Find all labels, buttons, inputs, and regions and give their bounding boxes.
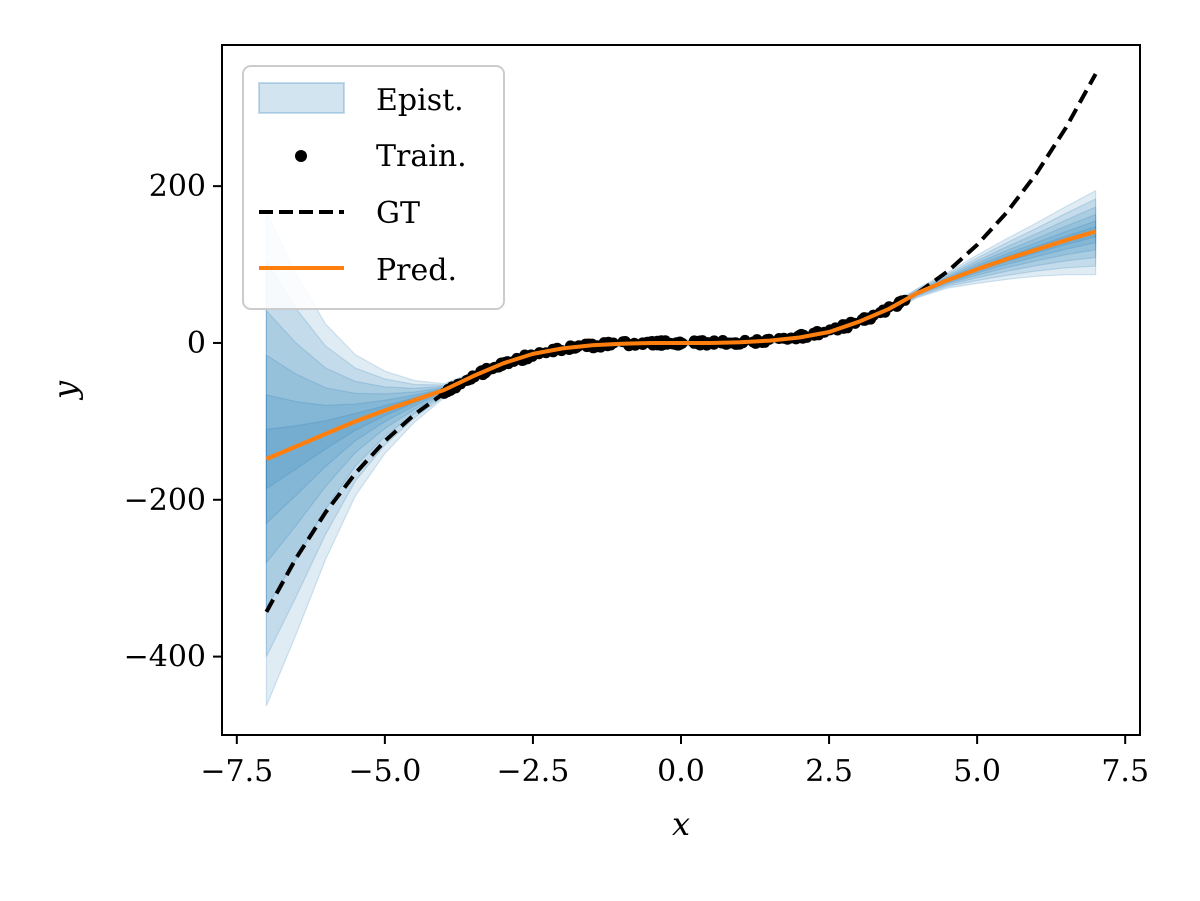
x-axis: −7.5 −5.0 −2.5 0.0 2.5 5.0 7.5 <box>200 735 1149 789</box>
x-tick-label: 5.0 <box>953 754 1001 789</box>
legend-train-marker <box>295 150 307 162</box>
x-tick-label: −7.5 <box>200 754 273 789</box>
y-axis-label: y <box>46 380 84 401</box>
x-tick-label: 2.5 <box>805 754 853 789</box>
legend: Epist. Train. GT Pred. <box>242 65 505 310</box>
x-axis-label: x <box>672 805 690 843</box>
y-tick-label: −200 <box>124 483 206 518</box>
legend-box <box>242 65 505 310</box>
y-tick-label: 0 <box>187 326 206 361</box>
x-tick-label: −2.5 <box>497 754 570 789</box>
y-axis: −400 −200 0 200 <box>124 169 222 675</box>
legend-label-pred: Pred. <box>376 253 457 288</box>
y-tick-label: −400 <box>124 640 206 675</box>
legend-label-gt: GT <box>376 196 420 231</box>
x-tick-label: −5.0 <box>348 754 421 789</box>
legend-epist-swatch <box>258 82 345 114</box>
series-line-pred-overlay <box>265 229 1097 461</box>
x-tick-label: 0.0 <box>657 754 705 789</box>
legend-label-train: Train. <box>376 139 467 174</box>
legend-label-epist: Epist. <box>376 83 464 118</box>
train-points-layer <box>265 229 1097 461</box>
x-tick-label: 7.5 <box>1101 754 1149 789</box>
y-tick-label: 200 <box>149 169 206 204</box>
